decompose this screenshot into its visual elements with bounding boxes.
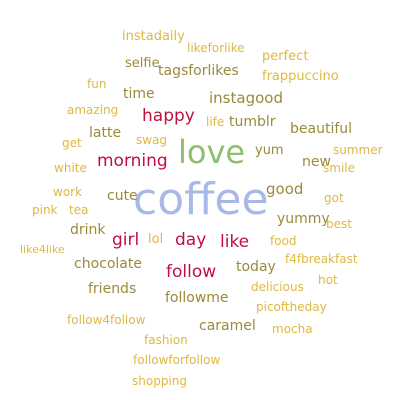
word-get: get xyxy=(62,136,82,150)
word-today: today xyxy=(236,259,276,275)
word-picoftheday: picoftheday xyxy=(256,300,327,314)
word-f4fbreakfast: f4fbreakfast xyxy=(285,252,358,266)
word-likeforlike: likeforlike xyxy=(187,41,245,55)
word-drink: drink xyxy=(70,222,106,238)
word-hot: hot xyxy=(318,273,338,287)
word-perfect: perfect xyxy=(262,49,309,64)
word-followforfollow: followforfollow xyxy=(133,353,221,367)
word-coffee: coffee xyxy=(133,174,269,225)
word-swag: swag xyxy=(136,133,168,147)
word-frappuccino: frappuccino xyxy=(262,69,339,84)
word-yum: yum xyxy=(255,143,284,158)
word-white: white xyxy=(54,161,87,175)
word-fun: fun xyxy=(87,77,107,91)
word-chocolate: chocolate xyxy=(74,256,142,272)
word-like: like xyxy=(220,232,250,252)
word-amazing: amazing xyxy=(67,103,119,117)
word-work: work xyxy=(53,185,83,199)
word-love: love xyxy=(178,133,246,171)
word-beautiful: beautiful xyxy=(290,121,353,137)
word-tea: tea xyxy=(69,203,89,217)
word-delicious: delicious xyxy=(251,280,304,294)
word-caramel: caramel xyxy=(199,318,256,334)
word-friends: friends xyxy=(88,281,137,297)
word-fashion: fashion xyxy=(144,333,188,347)
word-mocha: mocha xyxy=(272,322,313,336)
word-day: day xyxy=(175,230,207,250)
word-food: food xyxy=(270,234,297,248)
word-instadaily: instadaily xyxy=(122,29,185,44)
word-smile: smile xyxy=(323,161,355,175)
word-happy: happy xyxy=(142,106,195,126)
word-instagood: instagood xyxy=(209,89,283,107)
word-tumblr: tumblr xyxy=(229,114,276,130)
word-time: time xyxy=(123,86,155,102)
word-followme: followme xyxy=(165,290,229,306)
word-cute: cute xyxy=(107,188,138,204)
word-yummy: yummy xyxy=(277,211,330,227)
word-follow: follow xyxy=(166,262,217,282)
word-girl: girl xyxy=(112,230,140,250)
word-best: best xyxy=(326,217,352,231)
word-like4like: like4like xyxy=(20,243,65,256)
word-follow4follow: follow4follow xyxy=(67,313,146,327)
word-summer: summer xyxy=(333,143,383,157)
word-new: new xyxy=(302,154,331,170)
word-latte: latte xyxy=(89,125,122,141)
word-selfie: selfie xyxy=(125,56,160,71)
word-got: got xyxy=(324,191,344,205)
word-good: good xyxy=(266,180,304,198)
word-tagsforlikes: tagsforlikes xyxy=(158,63,239,79)
word-pink: pink xyxy=(32,203,58,217)
word-lol: lol xyxy=(148,232,164,247)
word-morning: morning xyxy=(97,151,168,171)
word-shopping: shopping xyxy=(132,374,187,388)
word-life: life xyxy=(206,115,225,129)
